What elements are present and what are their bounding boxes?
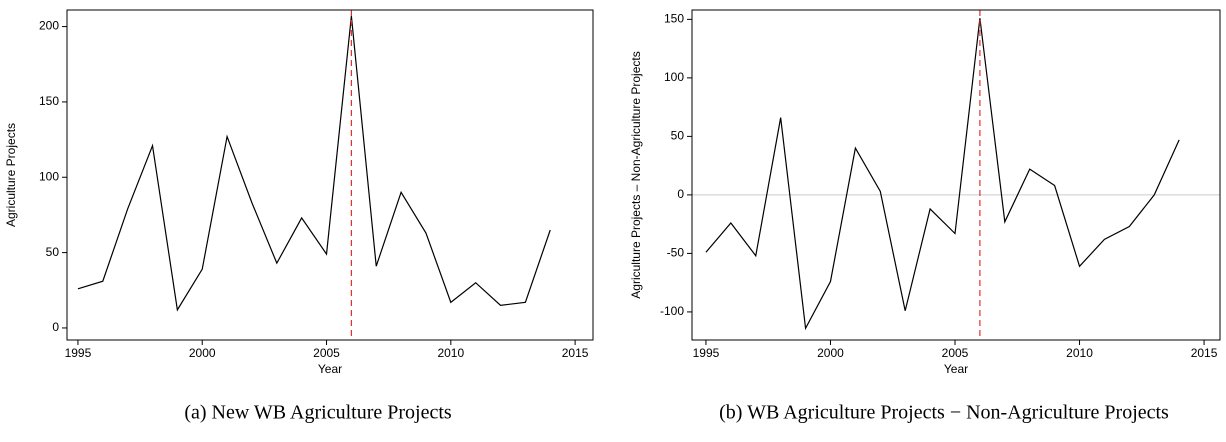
x-tick-label: 1995	[693, 346, 720, 360]
y-tick-label: 150	[664, 12, 684, 26]
x-tick-label: 2000	[817, 346, 844, 360]
x-tick-label: 1995	[65, 346, 92, 360]
caption: (b) WB Agriculture Projects − Non-Agricu…	[719, 402, 1169, 424]
x-tick-label: 2005	[313, 346, 340, 360]
y-tick-label: -50	[667, 246, 685, 260]
y-tick-label: 200	[39, 19, 59, 33]
y-tick-label: 50	[671, 129, 685, 143]
x-axis-label: Year	[944, 362, 968, 376]
y-tick-label: 150	[39, 94, 59, 108]
data-line	[705, 18, 1180, 331]
y-tick-label: -100	[660, 304, 684, 318]
y-axis-label: Agriculture Projects	[4, 123, 18, 227]
x-tick-label: 2010	[437, 346, 464, 360]
plot-frame	[691, 9, 1221, 341]
plot-frame	[66, 9, 594, 341]
y-tick-label: 100	[39, 169, 59, 183]
y-tick-label: 0	[52, 320, 59, 334]
y-axis-label: Agriculture Projects – Non-Agriculture P…	[629, 51, 643, 298]
x-axis-label: Year	[318, 362, 342, 376]
x-tick-label: 2000	[189, 346, 216, 360]
data-line	[77, 15, 551, 312]
y-tick-label: 50	[46, 245, 60, 259]
y-tick-label: 0	[677, 187, 684, 201]
x-tick-label: 2015	[562, 346, 589, 360]
x-tick-label: 2010	[1066, 346, 1093, 360]
x-tick-label: 2005	[942, 346, 969, 360]
x-tick-label: 2015	[1191, 346, 1218, 360]
y-tick-label: 100	[664, 70, 684, 84]
caption: (a) New WB Agriculture Projects	[184, 402, 452, 424]
